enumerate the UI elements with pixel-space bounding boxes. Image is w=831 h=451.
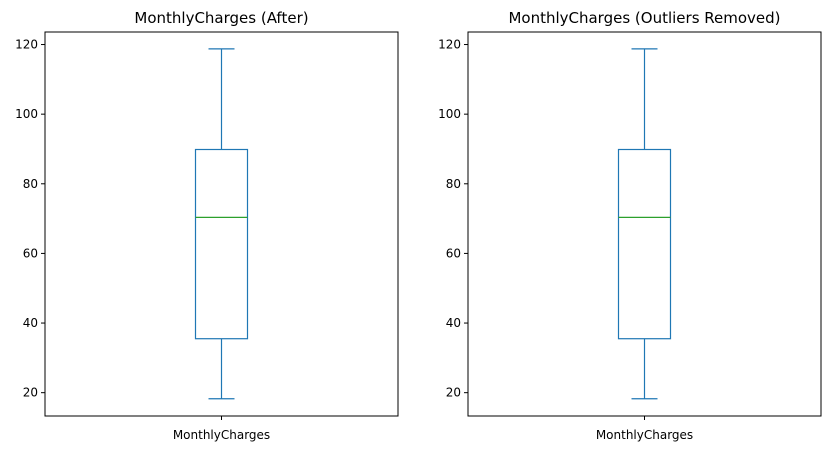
y-axis: 20 40 60 80 100 120 <box>15 38 222 420</box>
chart-panel-after: MonthlyCharges (After) 20 40 60 80 100 120 Mo… <box>15 9 399 442</box>
y-tick-label: 20 <box>23 386 38 400</box>
y-tick-label: 20 <box>446 386 461 400</box>
y-tick-label: 80 <box>446 177 461 191</box>
y-tick-label: 40 <box>23 316 38 330</box>
y-tick-label: 120 <box>438 38 461 52</box>
y-tick-label: 120 <box>15 38 38 52</box>
chart-title: MonthlyCharges (After) <box>134 9 308 27</box>
y-axis: 20 40 60 80 100 120 <box>438 38 645 420</box>
x-tick-label: MonthlyCharges <box>173 428 270 442</box>
y-tick-label: 40 <box>446 316 461 330</box>
plot-area <box>194 48 249 400</box>
y-tick-label: 60 <box>446 246 461 260</box>
plot-area <box>617 48 672 400</box>
iqr-box <box>617 148 672 340</box>
y-tick-label: 100 <box>15 107 38 121</box>
chart-panel-outliers-removed: MonthlyCharges (Outliers Removed) 20 40 60… <box>438 9 822 442</box>
y-tick-label: 60 <box>23 246 38 260</box>
y-tick-label: 80 <box>23 177 38 191</box>
x-tick-label: MonthlyCharges <box>596 428 693 442</box>
y-tick-label: 100 <box>438 107 461 121</box>
iqr-box <box>194 148 249 340</box>
chart-title: MonthlyCharges (Outliers Removed) <box>508 9 780 27</box>
